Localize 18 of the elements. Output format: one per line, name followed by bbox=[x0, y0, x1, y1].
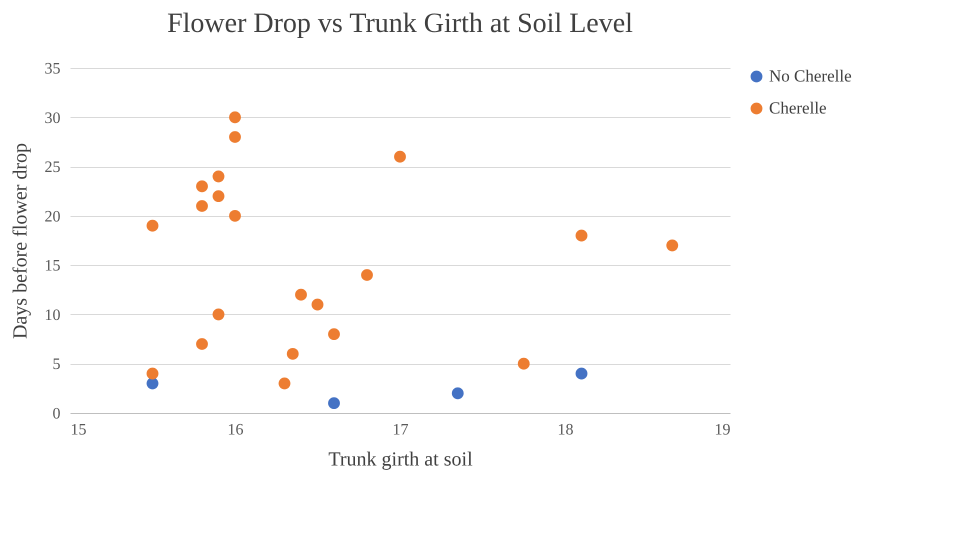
y-tick-label: 25 bbox=[44, 159, 60, 176]
y-tick-label: 10 bbox=[44, 306, 60, 324]
y-tick-label: 20 bbox=[44, 208, 60, 226]
y-tick-label: 30 bbox=[44, 110, 60, 127]
y-axis-title: Days before flower drop bbox=[10, 142, 32, 340]
x-tick-label: 17 bbox=[392, 422, 408, 438]
y-tick-label: 15 bbox=[44, 258, 60, 275]
x-axis-title: Trunk girth at soil bbox=[328, 448, 474, 470]
x-tick-label: 16 bbox=[228, 422, 244, 438]
chart-title: Flower Drop vs Trunk Girth at Soil Level bbox=[167, 8, 634, 39]
legend-label: Cherelle bbox=[769, 98, 827, 118]
x-tick-label: 18 bbox=[558, 422, 574, 438]
x-tick-label: 19 bbox=[714, 422, 730, 438]
x-tick-label: 15 bbox=[70, 422, 86, 438]
y-tick-label: 5 bbox=[52, 356, 60, 374]
y-tick-label: 0 bbox=[52, 406, 60, 422]
legend-label: No Cherelle bbox=[769, 66, 852, 86]
y-tick-label: 35 bbox=[44, 60, 60, 78]
